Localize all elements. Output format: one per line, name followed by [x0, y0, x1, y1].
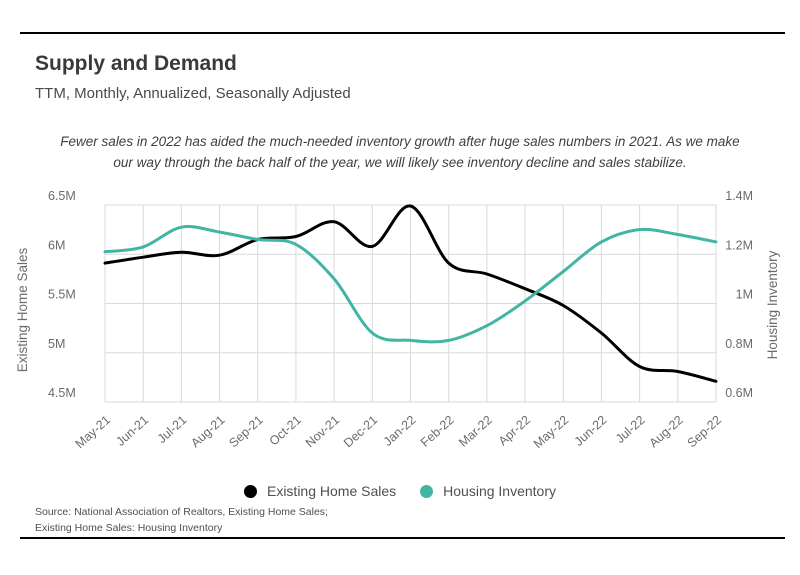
x-tick-label: May-22 [531, 413, 571, 451]
page-title: Supply and Demand [35, 52, 237, 75]
dual-axis-line-chart: 6.5M 1.4M 6M 1.2M 5.5M 1M 5M 0.8M 4.5M 0.6M May-21… [15, 189, 780, 451]
legend-label: Housing Inventory [443, 483, 556, 499]
x-tick-label: Aug-21 [188, 413, 227, 450]
left-axis-title: Existing Home Sales [15, 247, 30, 372]
x-tick-label: Jun-21 [113, 413, 151, 449]
chart-legend: Existing Home Sales Housing Inventory [0, 483, 800, 499]
legend-item-housing-inventory: Housing Inventory [420, 483, 556, 499]
source-line-1: Source: National Association of Realtors… [35, 506, 328, 518]
legend-dot-teal-icon [420, 484, 434, 498]
series-line-housing-inventory [103, 225, 718, 344]
legend-label: Existing Home Sales [266, 483, 397, 499]
chart-area: 6.5M 1.4M 6M 1.2M 5.5M 1M 5M 0.8M 4.5M 0.6M May-21… [0, 180, 800, 480]
legend-dot-black-icon [243, 484, 257, 498]
y-tick-label-right: 1.2M [725, 238, 753, 252]
x-tick-label: Oct-21 [267, 413, 304, 449]
x-tick-label: Sep-22 [685, 413, 724, 450]
annotation-line-1: Fewer sales in 2022 has aided the much-n… [60, 134, 740, 149]
x-tick-label: Dec-21 [341, 413, 380, 450]
x-tick-label: Sep-21 [226, 413, 265, 450]
chart-annotation: Fewer sales in 2022 has aided the much-n… [60, 131, 740, 173]
y-tick-label-left: 6.5M [48, 189, 76, 203]
y-tick-label-left: 5M [48, 337, 65, 351]
x-tick-label: May-21 [73, 413, 113, 451]
legend-item-existing-home-sales: Existing Home Sales [243, 483, 397, 499]
y-tick-label-right: 1.4M [725, 189, 753, 203]
y-tick-label-right: 0.6M [725, 386, 753, 400]
x-tick-label: Aug-22 [646, 413, 685, 450]
x-tick-label: Feb-22 [418, 413, 457, 450]
bottom-divider [20, 537, 785, 539]
right-axis-title: Housing Inventory [765, 250, 780, 359]
annotation-line-2: our way through the back half of the yea… [113, 155, 687, 170]
source-line-2: Existing Home Sales: Housing Inventory [35, 522, 223, 534]
x-tick-label: Mar-22 [456, 413, 495, 450]
x-tick-label: Jul-21 [155, 413, 190, 446]
y-tick-label-left: 6M [48, 238, 65, 252]
y-tick-label-left: 4.5M [48, 386, 76, 400]
page-subtitle: TTM, Monthly, Annualized, Seasonally Adj… [35, 85, 351, 102]
y-tick-label-right: 0.8M [725, 337, 753, 351]
series-line-existing-home-sales [103, 204, 718, 383]
x-tick-label: Jan-22 [381, 413, 419, 449]
y-tick-label-left: 5.5M [48, 288, 76, 302]
y-tick-label-right: 1M [736, 288, 753, 302]
x-tick-label: Jul-22 [613, 413, 648, 446]
top-divider [20, 32, 785, 34]
x-tick-label: Jun-22 [572, 413, 610, 449]
x-tick-label: Nov-21 [303, 413, 342, 450]
x-tick-label: Apr-22 [496, 413, 533, 449]
